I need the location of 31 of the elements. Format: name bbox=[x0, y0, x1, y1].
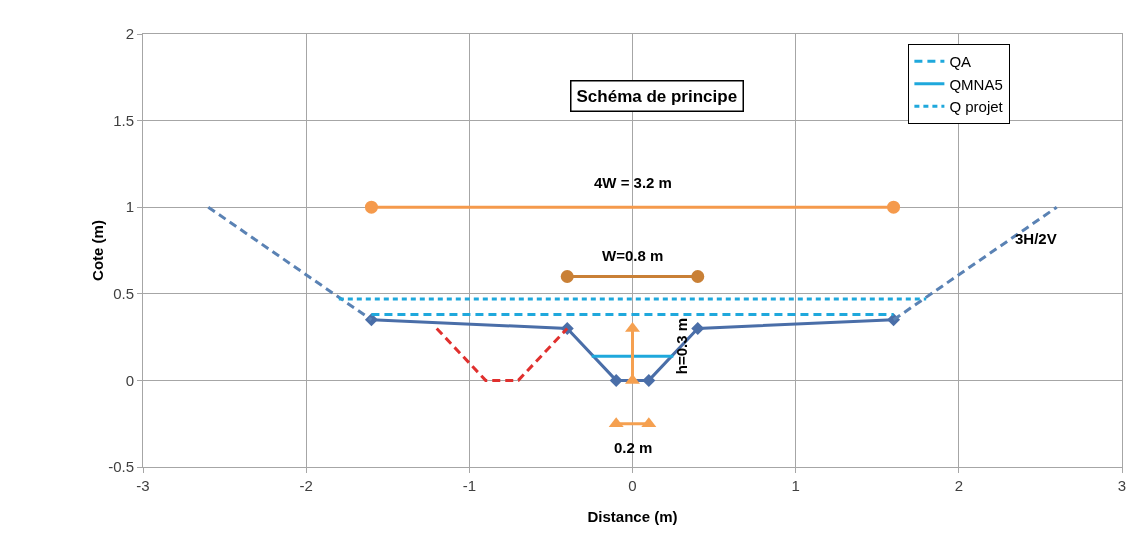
point bbox=[609, 373, 623, 387]
point bbox=[887, 200, 901, 214]
x-tick-label: 0 bbox=[628, 477, 637, 494]
y-tick-label: 0 bbox=[125, 371, 134, 389]
annotation: h=0.3 m bbox=[672, 317, 690, 375]
annotation: 3H/2V bbox=[1015, 230, 1057, 247]
y-tick-label: 2 bbox=[125, 25, 134, 43]
text: Schéma de principe bbox=[576, 86, 738, 106]
y-tick-label: -0.5 bbox=[108, 458, 134, 476]
x-tick-label: 1 bbox=[791, 477, 800, 494]
point bbox=[642, 373, 656, 387]
x-tick-label: -3 bbox=[136, 477, 150, 494]
annotation: W=0.8 m bbox=[602, 247, 664, 264]
x-tick-label: 2 bbox=[954, 477, 963, 494]
point bbox=[691, 269, 705, 283]
y-tick-label: 1.5 bbox=[113, 111, 134, 129]
y-tick-label: 1 bbox=[125, 198, 134, 216]
x-tick-label: -1 bbox=[462, 477, 476, 494]
legend-label: QMNA5 bbox=[949, 75, 1003, 93]
point bbox=[364, 200, 378, 214]
x-tick-label: -2 bbox=[299, 477, 313, 494]
x-axis-title: Distance (m) bbox=[587, 508, 678, 525]
legend-label: QA bbox=[949, 53, 972, 71]
annotation: 4W = 3.2 m bbox=[594, 174, 672, 191]
x-tick-label: 3 bbox=[1117, 477, 1127, 494]
legend-label: Q projet bbox=[949, 98, 1004, 116]
point bbox=[691, 321, 705, 335]
y-axis-title: Cote (m) bbox=[89, 220, 106, 281]
y-tick-label: 0.5 bbox=[113, 285, 134, 303]
point bbox=[560, 269, 574, 283]
annotation: 0.2 m bbox=[614, 439, 653, 456]
